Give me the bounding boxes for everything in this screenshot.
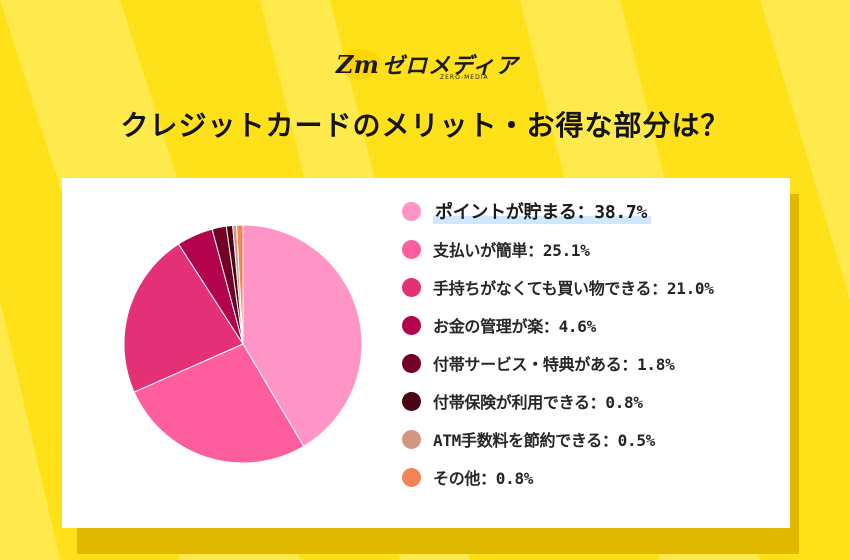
legend-item: お金の管理が楽：4.6% (402, 306, 782, 344)
legend-swatch (402, 239, 421, 259)
chart-card: ポイントが貯まる：38.7% 支払いが簡単：25.1% 手持ちがなくても買い物できる… (62, 178, 790, 528)
legend-label: その他：0.8% (433, 469, 534, 488)
legend-swatch (402, 429, 421, 449)
legend-swatch (402, 201, 421, 221)
legend-label: 支払いが簡単：25.1% (433, 241, 590, 260)
brand-logo[interactable]: Zm ゼロメディア ZERO-MEDIA (330, 42, 520, 88)
legend-label: ATM手数料を節約できる：0.5% (433, 431, 656, 450)
legend-item: 付帯保険が利用できる：0.8% (402, 382, 782, 420)
legend-swatch (402, 315, 421, 335)
logo-mark-icon: Zm (335, 49, 380, 79)
legend-item: 支払いが簡単：25.1% (402, 230, 782, 268)
legend-swatch (402, 467, 421, 487)
pie-slice-1 (242, 224, 363, 448)
legend-label: 手持ちがなくても買い物できる：21.0% (433, 279, 714, 298)
legend-item: 手持ちがなくても買い物できる：21.0% (402, 268, 782, 306)
pie-slice-3 (123, 243, 244, 393)
legend-label: 付帯サービス・特典がある：1.8% (433, 355, 675, 374)
legend-swatch (402, 353, 421, 373)
legend-label: ポイントが貯まる：38.7% (433, 198, 651, 224)
logo-name: ゼロメディア (382, 53, 519, 79)
pie-slice-8 (236, 224, 244, 345)
legend-item: ATM手数料を節約できる：0.5% (402, 420, 782, 458)
logo-subtitle: ZERO-MEDIA (440, 74, 489, 81)
logo-mark-text: Zm (335, 50, 379, 79)
legend-swatch (402, 277, 421, 297)
pie-chart (123, 224, 363, 464)
legend-swatch (402, 391, 421, 411)
page-title: クレジットカードのメリット・お得な部分は？ (120, 109, 730, 142)
legend-label: お金の管理が楽：4.6% (433, 317, 596, 336)
legend-item: 付帯サービス・特典がある：1.8% (402, 344, 782, 382)
chart-legend: ポイントが貯まる：38.7% 支払いが簡単：25.1% 手持ちがなくても買い物できる… (402, 192, 782, 496)
legend-item: ポイントが貯まる：38.7% (402, 192, 782, 230)
legend-item: その他：0.8% (402, 458, 782, 496)
legend-label: 付帯保険が利用できる：0.8% (433, 393, 643, 412)
